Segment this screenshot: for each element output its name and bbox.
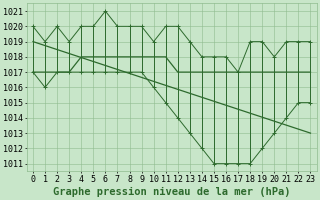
X-axis label: Graphe pression niveau de la mer (hPa): Graphe pression niveau de la mer (hPa): [53, 186, 291, 197]
